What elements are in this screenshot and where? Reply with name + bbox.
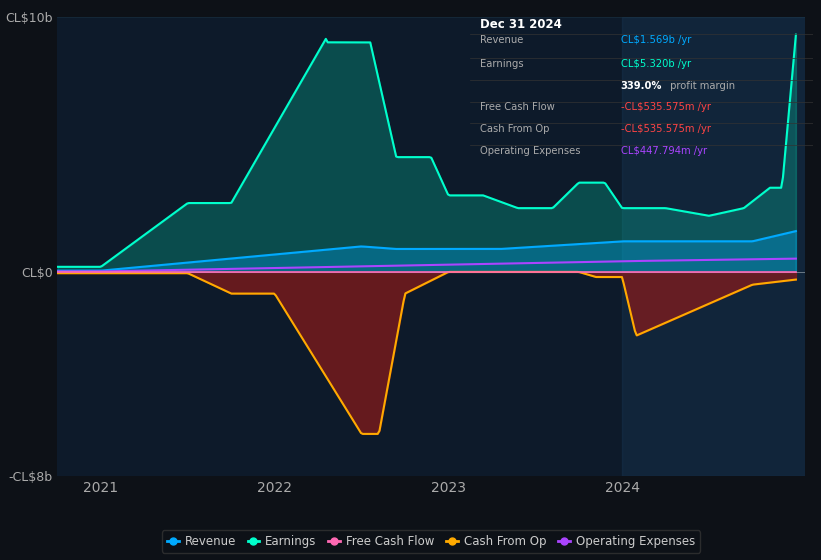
Bar — [622, 17, 814, 476]
Text: CL$5.320b /yr: CL$5.320b /yr — [621, 59, 690, 69]
Text: Earnings: Earnings — [480, 59, 524, 69]
Text: -CL$535.575m /yr: -CL$535.575m /yr — [621, 102, 711, 113]
Text: Operating Expenses: Operating Expenses — [480, 146, 580, 156]
Text: profit margin: profit margin — [667, 81, 735, 91]
Text: CL$1.569b /yr: CL$1.569b /yr — [621, 35, 691, 45]
Legend: Revenue, Earnings, Free Cash Flow, Cash From Op, Operating Expenses: Revenue, Earnings, Free Cash Flow, Cash … — [162, 530, 700, 553]
Text: CL$447.794m /yr: CL$447.794m /yr — [621, 146, 707, 156]
Text: Revenue: Revenue — [480, 35, 523, 45]
Text: 339.0%: 339.0% — [621, 81, 662, 91]
Text: Cash From Op: Cash From Op — [480, 124, 549, 134]
Text: Free Cash Flow: Free Cash Flow — [480, 102, 555, 113]
Text: Dec 31 2024: Dec 31 2024 — [480, 17, 562, 31]
Text: -CL$535.575m /yr: -CL$535.575m /yr — [621, 124, 711, 134]
